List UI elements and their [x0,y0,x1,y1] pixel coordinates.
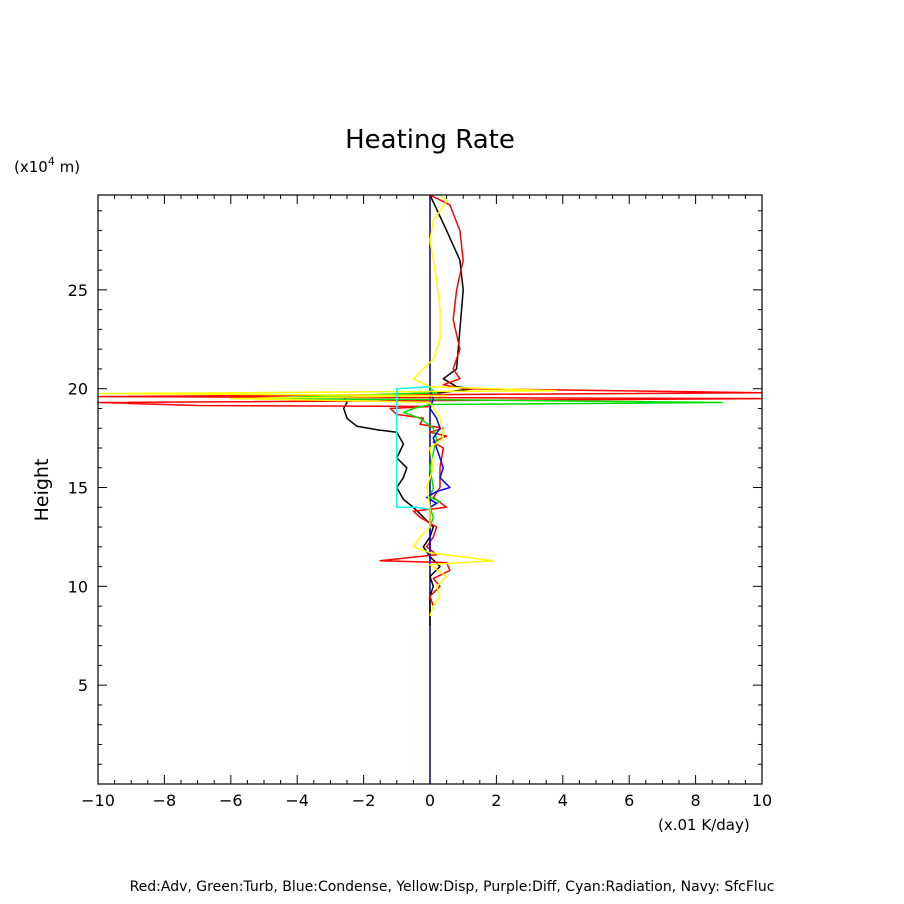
y-tick-label: 10 [68,577,88,596]
series-line-cyan-radiation [396,385,431,511]
x-tick-label: 10 [752,791,772,810]
x-tick-label: −6 [219,791,243,810]
legend-caption: Red:Adv, Green:Turb, Blue:Condense, Yell… [130,879,775,895]
y-unit-label: (x104 m) [14,155,80,176]
y-tick-label: 25 [68,281,88,300]
plot-frame [97,194,763,785]
series-line-red-adv [97,194,763,607]
y-tick-label: 15 [68,479,88,498]
series-line-green-turb [249,388,723,528]
y-tick-label: 20 [68,380,88,399]
series-line-yellow-disp [97,194,557,617]
y-tick-label: 5 [78,676,88,695]
x-tick-label: 6 [624,791,634,810]
x-tick-label: −10 [81,791,115,810]
x-tick-label: 0 [425,791,435,810]
x-tick-label: −4 [285,791,309,810]
x-tick-label: 2 [491,791,501,810]
x-tick-label: −2 [352,791,376,810]
chart-title: Heating Rate [345,125,515,155]
series-line-blue-condense [425,390,451,567]
x-tick-label: 8 [691,791,701,810]
y-axis-label: Height [31,459,53,522]
x-axis-label: (x.01 K/day) [658,816,750,834]
x-tick-label: 4 [558,791,568,810]
x-tick-label: −8 [153,791,177,810]
